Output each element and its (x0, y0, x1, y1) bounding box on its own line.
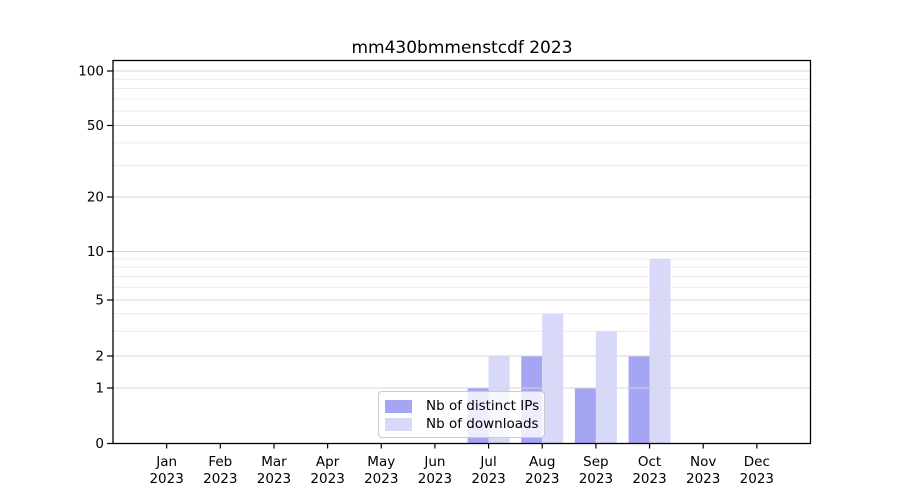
x-tick-label-month: Oct (638, 454, 661, 470)
x-tick-label-month: Jan (155, 454, 177, 470)
y-tick-label: 2 (95, 349, 104, 365)
x-tick-label-year: 2023 (257, 471, 291, 487)
bar-distinct-ips (574, 388, 596, 444)
x-tick-label-month: May (367, 454, 395, 470)
y-tick-label: 0 (95, 436, 104, 452)
x-tick-label-month: Jul (479, 454, 496, 470)
y-tick-label: 10 (87, 244, 104, 260)
legend-entry-downloads: Nb of downloads (385, 416, 539, 433)
legend-label-downloads: Nb of downloads (426, 416, 539, 432)
legend-swatch-distinct-ips (385, 399, 412, 413)
legend: Nb of distinct IPs Nb of downloads (378, 391, 545, 438)
x-tick-label-year: 2023 (740, 471, 774, 487)
x-tick-labels: Jan2023Feb2023Mar2023Apr2023May2023Jun20… (149, 454, 774, 487)
x-tick-label-month: Aug (529, 454, 555, 470)
x-tick-label-month: Nov (690, 454, 716, 470)
bar-downloads (649, 258, 671, 444)
x-tick-label-year: 2023 (203, 471, 237, 487)
x-tick-label-month: Apr (316, 454, 340, 470)
gridlines-major (113, 70, 811, 389)
gridlines-minor (113, 78, 811, 332)
y-tick-label: 20 (87, 190, 104, 206)
x-tick-label-month: Mar (261, 454, 287, 470)
bar-downloads (542, 313, 564, 444)
legend-entry-distinct-ips: Nb of distinct IPs (385, 398, 540, 415)
x-tick-label-year: 2023 (579, 471, 613, 487)
bar-downloads (595, 331, 617, 444)
tick-marks (107, 70, 758, 449)
x-tick-label-year: 2023 (686, 471, 720, 487)
x-tick-label-year: 2023 (149, 471, 183, 487)
chart-title: mm430bmmenstcdf 2023 (351, 38, 573, 58)
y-tick-label: 100 (78, 64, 104, 80)
x-tick-label-month: Jun (423, 454, 445, 470)
x-tick-label-year: 2023 (525, 471, 559, 487)
y-tick-label: 1 (95, 381, 104, 397)
x-tick-label-month: Feb (208, 454, 232, 470)
y-tick-label: 50 (87, 118, 104, 134)
legend-label-distinct-ips: Nb of distinct IPs (426, 398, 540, 414)
bar-distinct-ips (628, 356, 650, 444)
x-tick-label-year: 2023 (310, 471, 344, 487)
legend-swatch-downloads (385, 417, 412, 431)
x-tick-label-year: 2023 (471, 471, 505, 487)
x-tick-label-month: Dec (744, 454, 770, 470)
x-tick-label-month: Sep (583, 454, 608, 470)
x-tick-label-year: 2023 (418, 471, 452, 487)
x-tick-label-year: 2023 (364, 471, 398, 487)
x-tick-label-year: 2023 (632, 471, 666, 487)
y-tick-label: 5 (95, 293, 104, 309)
y-tick-labels: 0 1 2 5 10 20 50 100 (78, 64, 104, 453)
